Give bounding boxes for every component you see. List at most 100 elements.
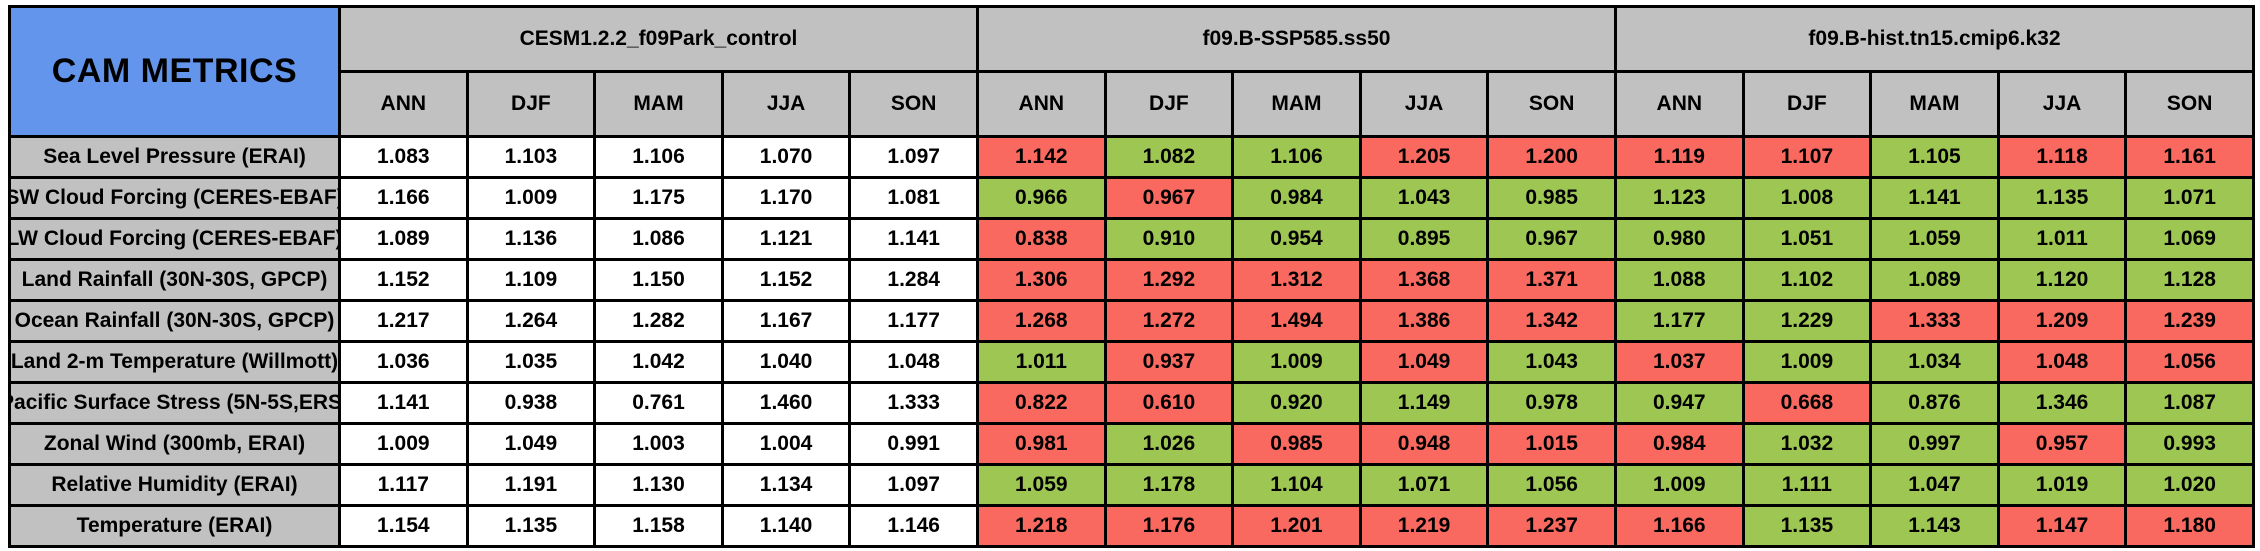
metric-value-cell: 0.938 [465, 381, 597, 425]
metric-value-cell: 0.978 [1486, 381, 1617, 425]
metric-value-cell: 1.118 [1996, 135, 2128, 179]
metric-value-cell: 1.032 [1741, 422, 1873, 466]
metric-value-cell: 1.117 [338, 463, 469, 507]
metric-value-cell: 1.119 [1613, 135, 1745, 179]
season-header: DJF [465, 70, 597, 138]
season-header: MAM [1869, 70, 2000, 138]
metric-value-cell: 1.097 [848, 135, 979, 179]
season-header: SON [848, 70, 979, 138]
metric-value-cell: 0.966 [975, 176, 1107, 220]
metric-value-cell: 0.984 [1231, 176, 1362, 220]
metric-value-cell: 1.178 [1103, 463, 1235, 507]
metric-value-cell: 1.217 [338, 299, 469, 343]
metric-value-cell: 0.980 [1613, 217, 1745, 261]
season-header: JJA [720, 70, 852, 138]
table-row: Pacific Surface Stress (5N-5S,ERS) 1.141 0… [8, 381, 2255, 425]
metric-value-cell: 1.180 [2124, 504, 2255, 548]
metric-value-cell: 1.460 [720, 381, 852, 425]
metric-value-cell: 1.239 [2124, 299, 2255, 343]
metric-row-label: LW Cloud Forcing (CERES-EBAF) [8, 217, 341, 261]
metric-value-cell: 1.051 [1741, 217, 1873, 261]
metric-value-cell: 1.237 [1486, 504, 1617, 548]
metric-value-cell: 0.997 [1869, 422, 2000, 466]
metric-row-label-text: Ocean Rainfall (30N-30S, GPCP) [14, 309, 335, 332]
metric-value-cell: 1.123 [1613, 176, 1745, 220]
metric-value-cell: 1.035 [465, 340, 597, 384]
metric-row-label: Land 2-m Temperature (Willmott) [8, 340, 341, 384]
metric-value-cell: 1.049 [1358, 340, 1490, 384]
metric-value-cell: 1.059 [1869, 217, 2000, 261]
metric-value-cell: 1.036 [338, 340, 469, 384]
metric-value-cell: 1.333 [1869, 299, 2000, 343]
group-header-row: CAM METRICS CESM1.2.2_f09Park_control f09… [8, 5, 2255, 138]
metric-value-cell: 1.106 [593, 135, 724, 179]
metric-value-cell: 0.948 [1358, 422, 1490, 466]
metric-row-label: Relative Humidity (ERAI) [8, 463, 341, 507]
metric-value-cell: 1.141 [1869, 176, 2000, 220]
metric-value-cell: 1.158 [593, 504, 724, 548]
metric-value-cell: 1.015 [1486, 422, 1617, 466]
metric-value-cell: 1.140 [720, 504, 852, 548]
metric-value-cell: 1.312 [1231, 258, 1362, 302]
metric-value-cell: 1.143 [1869, 504, 2000, 548]
cam-metrics-table: CAM METRICS CESM1.2.2_f09Park_control f09… [8, 5, 2255, 548]
metric-value-cell: 1.109 [465, 258, 597, 302]
metric-value-cell: 1.166 [338, 176, 469, 220]
metric-row-label-text: Temperature (ERAI) [76, 514, 273, 537]
metric-value-cell: 1.149 [1358, 381, 1490, 425]
metric-value-cell: 1.371 [1486, 258, 1617, 302]
metric-value-cell: 0.838 [975, 217, 1107, 261]
metric-value-cell: 0.981 [975, 422, 1107, 466]
metric-value-cell: 1.284 [848, 258, 979, 302]
metric-value-cell: 1.141 [338, 381, 469, 425]
metric-value-cell: 1.070 [720, 135, 852, 179]
season-header: SON [2124, 70, 2255, 138]
season-header: SON [1486, 70, 1617, 138]
metric-value-cell: 0.876 [1869, 381, 2000, 425]
metric-row-label-text: Land 2-m Temperature (Willmott) [11, 350, 338, 373]
season-header: JJA [1358, 70, 1490, 138]
metric-row-label: Zonal Wind (300mb, ERAI) [8, 422, 341, 466]
metric-value-cell: 1.152 [338, 258, 469, 302]
season-header: MAM [1231, 70, 1362, 138]
metric-value-cell: 1.268 [975, 299, 1107, 343]
metric-value-cell: 1.069 [2124, 217, 2255, 261]
season-header: DJF [1103, 70, 1235, 138]
metric-value-cell: 1.175 [593, 176, 724, 220]
table-row: Temperature (ERAI) 1.154 1.135 1.158 1.140 1.… [8, 504, 2255, 548]
metric-value-cell: 1.071 [2124, 176, 2255, 220]
metric-value-cell: 0.984 [1613, 422, 1745, 466]
metric-value-cell: 0.967 [1486, 217, 1617, 261]
metric-value-cell: 1.282 [593, 299, 724, 343]
metric-value-cell: 1.176 [1103, 504, 1235, 548]
season-header: DJF [1741, 70, 1873, 138]
metric-row-label: Ocean Rainfall (30N-30S, GPCP) [8, 299, 341, 343]
table-row: Land 2-m Temperature (Willmott) 1.036 1.03… [8, 340, 2255, 384]
metric-value-cell: 0.920 [1231, 381, 1362, 425]
metric-value-cell: 1.049 [465, 422, 597, 466]
metric-value-cell: 1.219 [1358, 504, 1490, 548]
metric-value-cell: 1.043 [1486, 340, 1617, 384]
metric-value-cell: 1.166 [1613, 504, 1745, 548]
metric-value-cell: 1.292 [1103, 258, 1235, 302]
metric-value-cell: 1.135 [1741, 504, 1873, 548]
metric-value-cell: 1.106 [1231, 135, 1362, 179]
metric-row-label-text: Sea Level Pressure (ERAI) [43, 145, 306, 168]
metric-row-label: Land Rainfall (30N-30S, GPCP) [8, 258, 341, 302]
metric-value-cell: 1.020 [2124, 463, 2255, 507]
metric-row-label: SW Cloud Forcing (CERES-EBAF) [8, 176, 341, 220]
table-row: Relative Humidity (ERAI) 1.117 1.191 1.130 1… [8, 463, 2255, 507]
metric-row-label-text: LW Cloud Forcing (CERES-EBAF) [11, 227, 338, 250]
metric-value-cell: 1.026 [1103, 422, 1235, 466]
metric-value-cell: 0.985 [1486, 176, 1617, 220]
metric-value-cell: 1.154 [338, 504, 469, 548]
metric-value-cell: 1.152 [720, 258, 852, 302]
season-header: ANN [1613, 70, 1745, 138]
metric-value-cell: 1.011 [975, 340, 1107, 384]
metric-value-cell: 1.141 [848, 217, 979, 261]
metric-value-cell: 1.130 [593, 463, 724, 507]
metric-value-cell: 1.086 [593, 217, 724, 261]
metric-value-cell: 1.097 [848, 463, 979, 507]
metric-value-cell: 1.142 [975, 135, 1107, 179]
metric-value-cell: 1.009 [1231, 340, 1362, 384]
